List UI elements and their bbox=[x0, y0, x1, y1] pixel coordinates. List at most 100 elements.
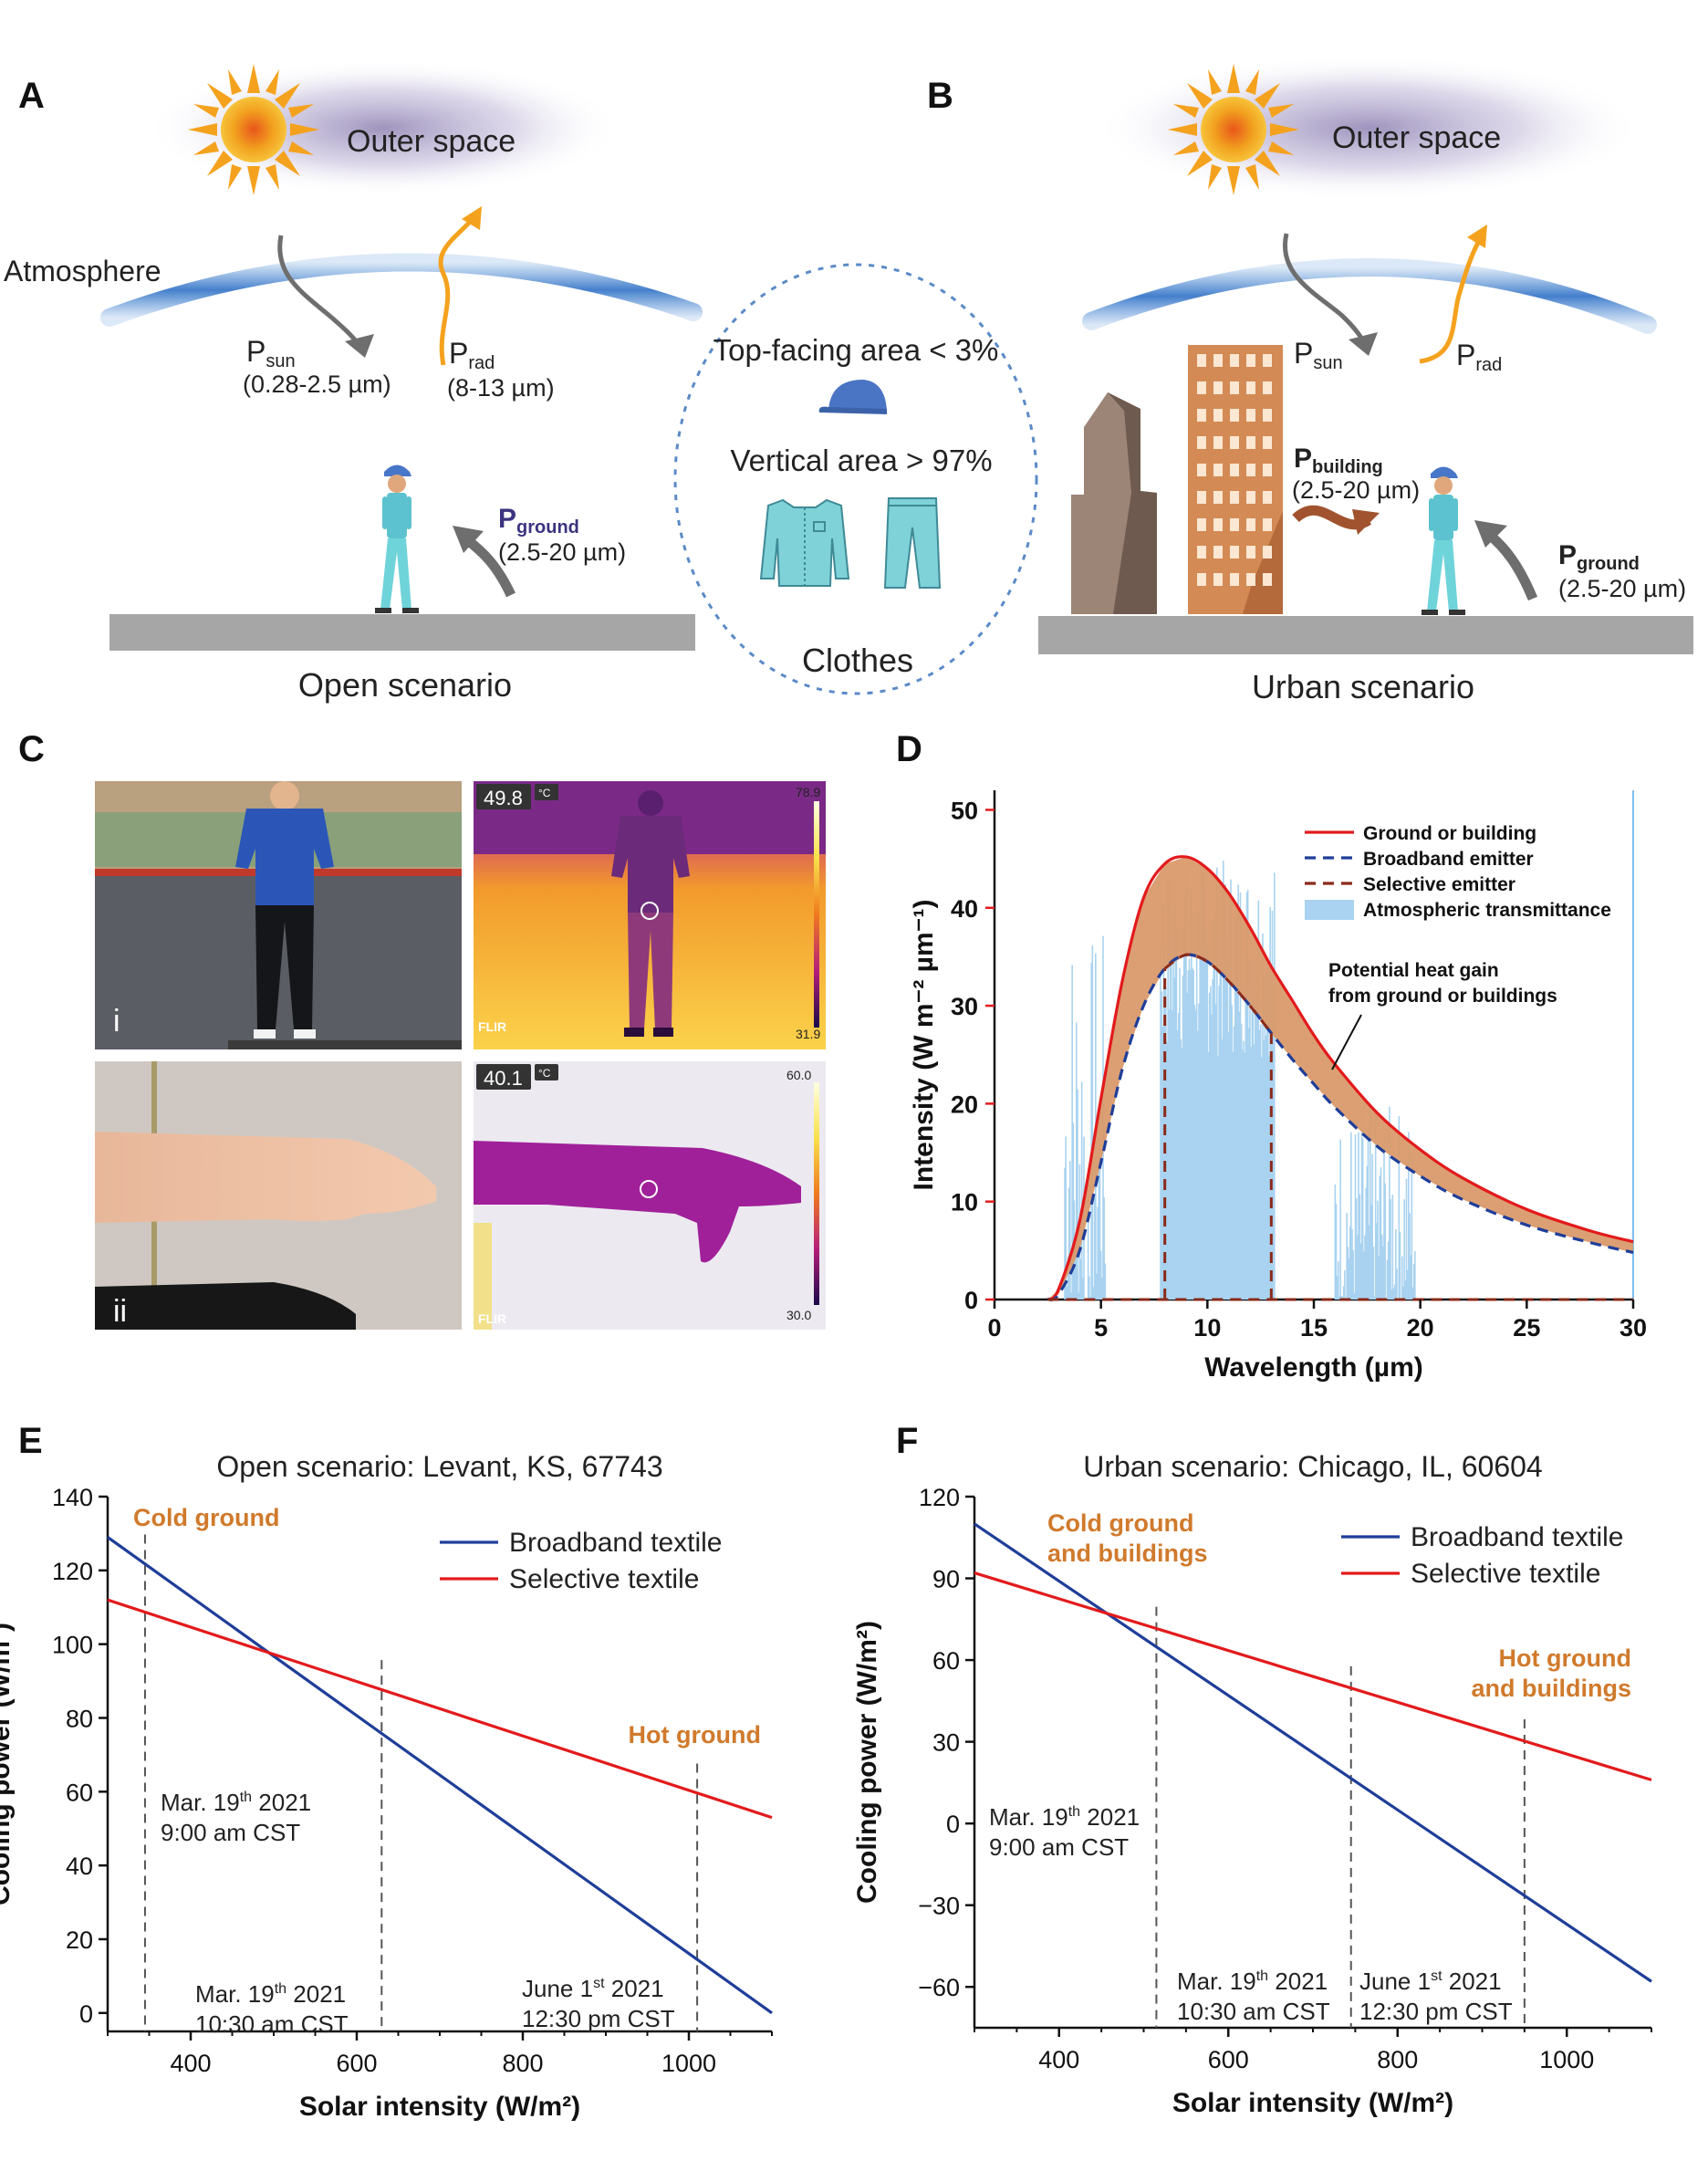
chart-f-y-tick-label: 30 bbox=[932, 1729, 960, 1757]
building-window bbox=[1263, 436, 1272, 449]
building-window bbox=[1230, 573, 1239, 586]
thermal-image-person bbox=[474, 781, 826, 1049]
cap-icon bbox=[818, 380, 887, 414]
panel-a: A Outer space bbox=[4, 59, 703, 704]
sun-icon bbox=[1168, 64, 1299, 195]
heat-gain-annotation-line1: Potential heat gain bbox=[1328, 960, 1499, 981]
heat-gain-area bbox=[1047, 856, 1633, 1300]
chart-e-y-axis-title: Cooling power (W/m²) bbox=[0, 1623, 16, 1905]
building-window bbox=[1263, 573, 1272, 586]
ground-slab-a bbox=[109, 614, 695, 651]
sun-icon bbox=[188, 64, 319, 195]
chart-e-legend-label-selective: Selective textile bbox=[509, 1564, 699, 1594]
chart-e-date-annotation-time-2: 10:30 am CST bbox=[195, 2010, 349, 2038]
chart-d-x-tick-label: 25 bbox=[1513, 1314, 1540, 1341]
vertical-area-label: Vertical area > 97% bbox=[730, 444, 992, 477]
open-scenario-caption: Open scenario bbox=[298, 666, 512, 704]
chart-d-x-tick-label: 5 bbox=[1094, 1314, 1108, 1341]
shirt-icon bbox=[759, 498, 850, 587]
p-sun-label-b: Psun bbox=[1294, 337, 1343, 373]
sun-arrow-head-b bbox=[1349, 332, 1378, 356]
building-window bbox=[1197, 354, 1206, 367]
rad-arrow-b bbox=[1419, 237, 1483, 364]
urban-scenario-caption: Urban scenario bbox=[1252, 668, 1474, 705]
clothes-dashed-circle bbox=[673, 263, 1038, 695]
chart-f-series-broadband bbox=[974, 1522, 1652, 1983]
panel-letter-b: B bbox=[927, 76, 953, 116]
ground-arrow-b bbox=[1484, 528, 1538, 601]
atmosphere-band bbox=[100, 253, 703, 327]
chart-d-legend: Ground or building Broadband emitter Selec… bbox=[1305, 823, 1611, 921]
chart-d-y-tick-label: 0 bbox=[964, 1287, 978, 1314]
ground-slab-b bbox=[1038, 616, 1693, 654]
thermal2-max: 60.0 bbox=[786, 1068, 811, 1082]
building-window bbox=[1230, 518, 1239, 531]
chart-e-series-selective bbox=[107, 1598, 773, 1820]
chart-e-y-tick-label: 40 bbox=[66, 1853, 93, 1880]
chart-f-date-annotation-time-3: 12:30 pm CST bbox=[1359, 1998, 1513, 2025]
clothes-panel: Top-facing area < 3% Vertical area > 97%… bbox=[673, 263, 1038, 695]
building-window bbox=[1197, 546, 1206, 559]
building-window bbox=[1263, 546, 1272, 559]
building-window bbox=[1197, 573, 1206, 586]
heat-gain-pointer bbox=[1331, 1014, 1362, 1070]
p-rad-range: (8-13 µm) bbox=[447, 374, 555, 402]
chart-f-x-tick-label: 800 bbox=[1377, 2046, 1418, 2073]
chart-f-date-annotation-time-1: 9:00 am CST bbox=[989, 1833, 1129, 1861]
building-window bbox=[1213, 518, 1223, 531]
p-building-label: Pbuilding bbox=[1294, 444, 1383, 477]
p-rad-label-b: Prad bbox=[1456, 339, 1502, 375]
outer-space-label-b: Outer space bbox=[1332, 120, 1501, 155]
chart-e-hot-annotation: Hot ground bbox=[629, 1721, 761, 1749]
building-window bbox=[1246, 573, 1255, 586]
panel-c: C i 49.8 °C bbox=[18, 729, 826, 1330]
building-window bbox=[1246, 491, 1255, 504]
chart-e-date-annotation-3: June 1st 2021 bbox=[522, 1975, 664, 2002]
flir-logo-1: FLIR bbox=[478, 1019, 506, 1034]
chart-d-x-tick-label: 20 bbox=[1407, 1314, 1434, 1341]
chart-e-y-tick-label: 60 bbox=[66, 1779, 93, 1806]
chart-f-series-selective bbox=[974, 1571, 1652, 1781]
chart-f-legend-label-broadband: Broadband textile bbox=[1411, 1522, 1624, 1552]
chart-d-y-tick-label: 50 bbox=[951, 797, 978, 824]
building-window bbox=[1246, 464, 1255, 476]
building-window bbox=[1230, 409, 1239, 422]
building-window bbox=[1230, 464, 1239, 476]
chart-d-x-axis-title: Wavelength (µm) bbox=[1204, 1352, 1423, 1383]
chart-f-y-tick-label: 0 bbox=[946, 1811, 960, 1838]
chart-e-date-annotation-time-1: 9:00 am CST bbox=[161, 1819, 300, 1846]
chart-e-date-annotation-time-3: 12:30 pm CST bbox=[522, 2005, 675, 2032]
top-facing-label: Top-facing area < 3% bbox=[713, 333, 999, 367]
series-ground-or-building bbox=[1047, 855, 1634, 1301]
photo-arm bbox=[95, 1061, 462, 1330]
chart-d-y-tick-label: 20 bbox=[951, 1091, 978, 1118]
series-broadband-emitter bbox=[1047, 953, 1634, 1301]
chart-d-y-axis-title: Intensity (W m⁻² µm⁻¹) bbox=[909, 900, 939, 1191]
building-window bbox=[1213, 464, 1223, 476]
building-window bbox=[1230, 381, 1239, 394]
building-window bbox=[1213, 546, 1223, 559]
building-window bbox=[1213, 409, 1223, 422]
p-building-range: (2.5-20 µm) bbox=[1292, 476, 1420, 504]
building-window bbox=[1246, 381, 1255, 394]
chart-e-y-tick-label: 120 bbox=[52, 1558, 93, 1585]
building-window bbox=[1263, 491, 1272, 504]
chart-d-y-tick-label: 10 bbox=[951, 1189, 978, 1216]
person-figure-b bbox=[1422, 466, 1465, 615]
thermal-image-arm bbox=[474, 1061, 826, 1330]
chart-f-hot-annotation: Hot ground bbox=[1499, 1644, 1631, 1672]
chart-f-x-tick-label: 400 bbox=[1038, 2046, 1079, 2073]
building-window bbox=[1213, 573, 1223, 586]
chart-f-y-tick-label: −60 bbox=[918, 1974, 960, 2001]
chart-e-x-tick-label: 800 bbox=[502, 2050, 543, 2077]
panel-f: F Urban scenario: Chicago, IL, 60604 400 6… bbox=[852, 1421, 1652, 2118]
building-icon bbox=[1188, 345, 1283, 614]
ground-arrow-head-b bbox=[1474, 520, 1507, 548]
chart-e-date-annotation-1: Mar. 19th 2021 bbox=[161, 1789, 311, 1816]
atmosphere-label: Atmosphere bbox=[4, 255, 161, 287]
building-window bbox=[1197, 436, 1206, 449]
chart-e-y-tick-label: 140 bbox=[52, 1484, 93, 1511]
panel-letter-c: C bbox=[18, 729, 45, 769]
building-window bbox=[1213, 354, 1223, 367]
building-window bbox=[1263, 518, 1272, 531]
